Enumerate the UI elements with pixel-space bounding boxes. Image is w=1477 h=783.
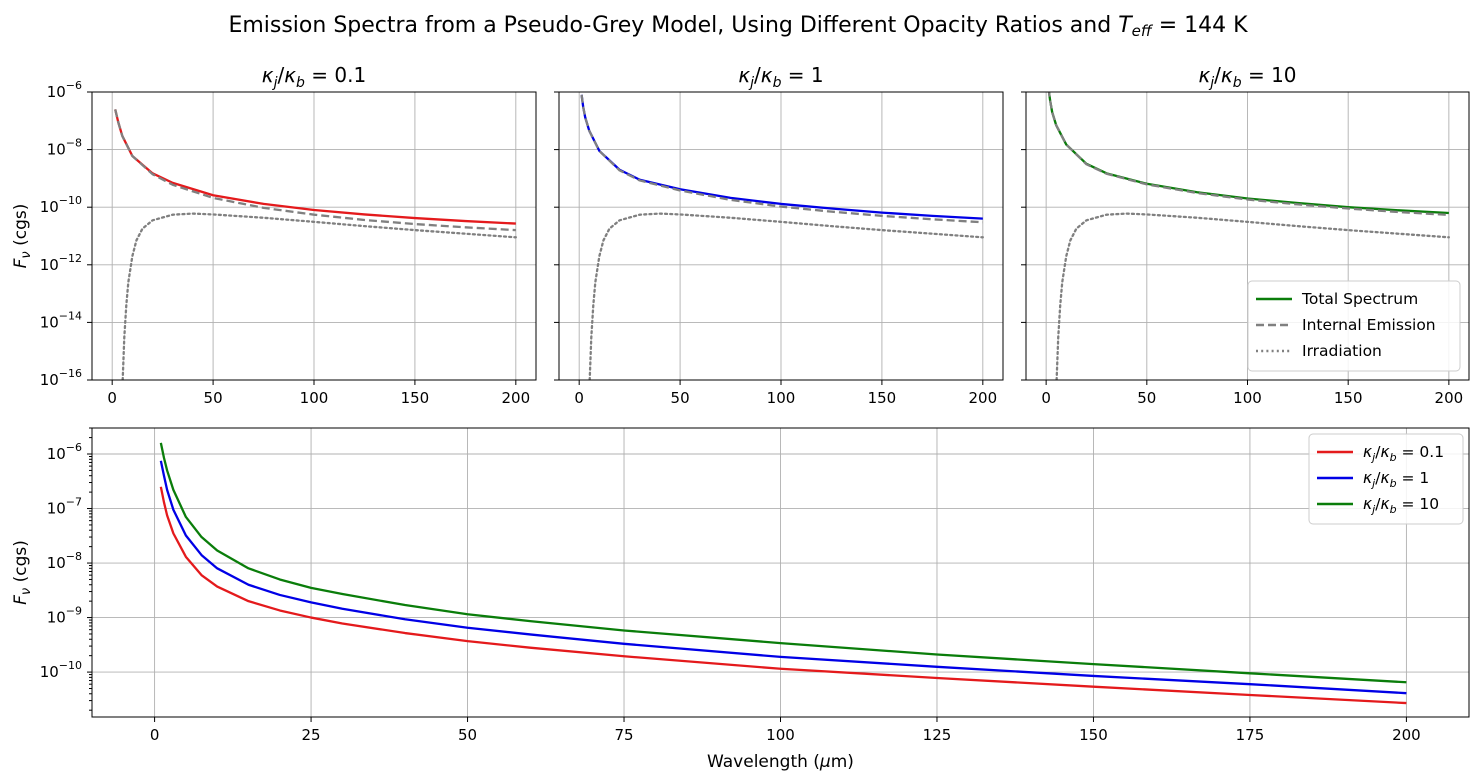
- series-total: [114, 109, 516, 225]
- suptitle-prefix: Emission Spectra from a Pseudo-Grey Mode…: [228, 13, 1118, 38]
- suptitle-suffix: = 144 K: [1152, 13, 1248, 38]
- panel-ratio-1: 0 50 100 150 200 κj/κb = 1: [554, 63, 1004, 407]
- y-tick-label: 10−14: [40, 309, 82, 331]
- panel-title-ratio: = 1: [781, 63, 823, 87]
- x-tick-label: 0: [574, 389, 584, 407]
- grid: [92, 91, 536, 381]
- series-total: [580, 94, 983, 220]
- y-tick-label: 10−12: [40, 252, 82, 274]
- panel-ratio-0-1: 0 50 100 150 200 10−16 10−14 10−12 10−10 10−8 10−6…: [11, 63, 537, 407]
- series-ratio-10: [159, 442, 1407, 684]
- x-tick-label: 200: [501, 389, 530, 407]
- series-group: [1047, 92, 1451, 380]
- panel-title: κj/κb = 1: [738, 63, 823, 91]
- series-internal: [580, 94, 983, 224]
- x-tick-label: 50: [204, 389, 223, 407]
- x-tick-label: 150: [1079, 726, 1108, 744]
- grid: [559, 91, 1003, 381]
- x-tick-label: 50: [671, 389, 690, 407]
- x-tick-label: 150: [401, 389, 430, 407]
- y-tick-label: 10−9: [47, 605, 82, 627]
- x-tick-label: 0: [150, 726, 160, 744]
- series-irradiation: [1055, 212, 1451, 380]
- legend-box: [1247, 280, 1461, 372]
- y-axis-label: Fν (cgs): [11, 540, 34, 605]
- x-tick-label: 25: [302, 726, 321, 744]
- x-axis-label: Wavelength (μm): [707, 752, 854, 772]
- y-tick-label: 10−8: [47, 550, 82, 572]
- y-tick-label: 10−6: [47, 79, 82, 101]
- suptitle-subscript: eff: [1132, 22, 1154, 40]
- x-tick-label: 50: [1137, 389, 1156, 407]
- panel-title-ratio: = 0.1: [305, 63, 366, 87]
- x-tick-label: 0: [1041, 389, 1051, 407]
- x-tick-label: 0: [107, 389, 117, 407]
- x-tick-label: 50: [458, 726, 477, 744]
- legend-label: κj/κb = 1: [1363, 469, 1429, 490]
- legend-label: Internal Emission: [1302, 316, 1436, 334]
- x-tick-label: 200: [968, 389, 997, 407]
- legend-label: κj/κb = 0.1: [1363, 443, 1444, 464]
- series-ratio-0-1: [159, 486, 1407, 705]
- series-internal: [114, 109, 516, 232]
- legend: κj/κb = 0.1 κj/κb = 1 κj/κb = 10: [1308, 433, 1464, 525]
- legend-label: Irradiation: [1302, 342, 1382, 360]
- y-tick-label: 10−6: [47, 441, 82, 463]
- x-tick-label: 75: [614, 726, 633, 744]
- y-tick-label: 10−10: [40, 194, 82, 216]
- panel-comparison: 0 25 50 75 100 125 150 175 200 10−10 10−9 10−8 10−7 1…: [11, 427, 1470, 772]
- x-tick-label: 100: [766, 726, 795, 744]
- series-total: [1047, 92, 1449, 215]
- suptitle-variable: T: [1118, 13, 1133, 38]
- x-tick-label: 200: [1392, 726, 1421, 744]
- x-tick-label: 100: [1233, 389, 1262, 407]
- y-tick-label: 10−7: [47, 496, 82, 518]
- series-group: [114, 109, 517, 380]
- series-irradiation: [121, 212, 517, 380]
- legend-label: κj/κb = 10: [1363, 495, 1439, 516]
- series-group: [580, 94, 984, 380]
- legend-box: [1308, 433, 1464, 525]
- legend-label: Total Spectrum: [1301, 290, 1418, 308]
- x-tick-label: 100: [300, 389, 329, 407]
- panel-title-ratio: = 10: [1242, 63, 1297, 87]
- x-tick-label: 175: [1236, 726, 1265, 744]
- y-tick-label: 10−10: [40, 659, 82, 681]
- series-ratio-1: [159, 460, 1407, 695]
- x-tick-label: 150: [1334, 389, 1363, 407]
- panel-title: κj/κb = 10: [1198, 63, 1296, 91]
- y-tick-label: 10−16: [40, 367, 82, 389]
- panel-title: κj/κb = 0.1: [262, 63, 366, 91]
- legend: Total Spectrum Internal Emission Irradiati…: [1247, 280, 1461, 372]
- series-internal: [1047, 92, 1449, 217]
- y-tick-label: 10−8: [47, 137, 82, 159]
- x-tick-label: 200: [1435, 389, 1464, 407]
- series-group: [159, 442, 1407, 705]
- x-tick-label: 125: [923, 726, 952, 744]
- series-irradiation: [588, 212, 984, 380]
- figure-suptitle: Emission Spectra from a Pseudo-Grey Mode…: [228, 13, 1248, 40]
- y-axis-label: Fν (cgs): [11, 204, 34, 269]
- panel-ratio-10: 0 50 100 150 200 κj/κb = 10 Total Spectrum Inte…: [1021, 63, 1470, 407]
- x-tick-label: 100: [767, 389, 796, 407]
- x-tick-label: 150: [868, 389, 897, 407]
